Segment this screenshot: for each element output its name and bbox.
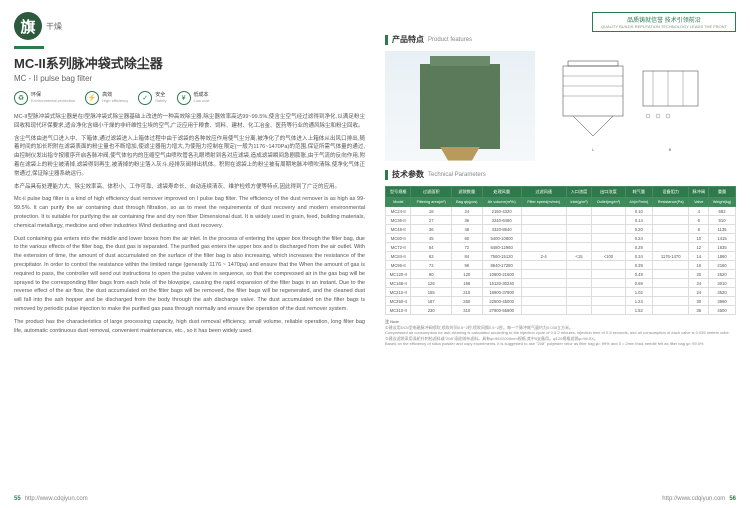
technical-diagram: L B [543, 51, 713, 161]
section-params: 技术参数 Technical Parameters [385, 169, 736, 180]
feature-item: ♻环保Environmental protection [14, 91, 75, 105]
svg-text:L: L [592, 147, 595, 152]
logo: 旗 [14, 12, 42, 40]
feature-item: ⚡高效High efficiency [85, 91, 128, 105]
logo-sub: 干燥 [46, 21, 62, 32]
footer-left: 55 http://www.cdqiyun.com [14, 496, 88, 502]
svg-text:B: B [669, 147, 672, 152]
feature-item: ✓安全Safety [138, 91, 166, 105]
feature-item: ¥低成本Low cost [177, 91, 210, 105]
description: MC-II型脉冲袋式除尘器是在I型脉冲袋式除尘器基础上改进的一种高效除尘器,除尘… [14, 113, 365, 335]
table-note: 注 Note①建议用DCII型电磁脉冲阀喷吹,喷吹时间0.5~2秒,喷吹间隔0.… [385, 319, 736, 347]
section-features: 产品特点 Product features [385, 34, 736, 45]
footer-right: http://www.cdqiyun.com 56 [662, 496, 736, 502]
product-photo [385, 51, 535, 161]
features-row: ♻环保Environmental protection ⚡高效High effic… [14, 91, 365, 105]
title-en: MC - II pulse bag filter [14, 74, 365, 83]
title-accent [14, 46, 44, 49]
title-cn: MC-II系列脉冲袋式除尘器 [14, 53, 365, 72]
parameters-table: 型号规格过滤面积滤袋数量处理风量过滤风速入口浓度出口浓度耗气量设备阻力脉冲阀重量… [385, 186, 736, 315]
quality-badge: 品质铸就信誉 技术引领前沿 QUALITY BUILDS REPUTATION … [592, 12, 736, 32]
